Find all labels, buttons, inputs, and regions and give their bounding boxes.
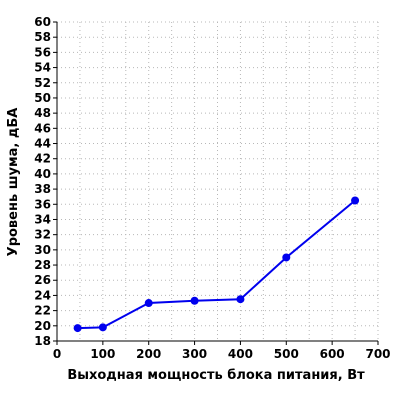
x-tick-label: 400: [228, 347, 253, 361]
y-tick-label: 18: [34, 334, 51, 348]
data-point: [282, 253, 291, 262]
x-tick-label: 200: [136, 347, 161, 361]
x-tick-labels: 0 100 200 300 400 500 600 700: [53, 341, 391, 361]
x-tick-label: 600: [320, 347, 345, 361]
y-tick-label: 40: [34, 167, 51, 181]
y-axis-title: Уровень шума, дБА: [6, 108, 21, 257]
y-tick-label: 44: [34, 137, 51, 151]
x-axis-title: Выходная мощность блока питания, Вт: [67, 368, 365, 383]
y-tick-label: 20: [34, 319, 51, 333]
data-point: [236, 295, 245, 304]
y-tick-label: 26: [34, 273, 51, 287]
y-tick-label: 54: [34, 61, 51, 75]
y-tick-label: 28: [34, 258, 51, 272]
y-tick-label: 56: [34, 45, 51, 59]
y-tick-label: 60: [34, 15, 51, 29]
grid-lines: [57, 21, 379, 341]
x-tick-label: 500: [274, 347, 299, 361]
x-tick-label: 700: [365, 347, 390, 361]
y-tick-label: 36: [34, 197, 51, 211]
y-tick-label: 46: [34, 121, 51, 135]
y-tick-label: 34: [34, 212, 51, 226]
data-point: [98, 323, 107, 332]
x-tick-label: 300: [182, 347, 207, 361]
y-tick-label: 22: [34, 304, 51, 318]
axes: [56, 22, 378, 342]
y-tick-label: 38: [34, 182, 51, 196]
data-point: [190, 296, 199, 305]
y-tick-label: 32: [34, 228, 51, 242]
data-point: [351, 196, 360, 205]
y-tick-label: 30: [34, 243, 51, 257]
y-tick-label: 48: [34, 106, 51, 120]
data-point: [144, 299, 153, 308]
y-tick-label: 58: [34, 30, 51, 44]
x-tick-label: 100: [90, 347, 115, 361]
y-tick-label: 50: [34, 91, 51, 105]
y-tick-label: 52: [34, 76, 51, 90]
y-tick-label: 24: [34, 288, 51, 302]
data-point: [73, 324, 82, 333]
y-tick-label: 42: [34, 152, 51, 166]
x-tick-label: 0: [53, 347, 61, 361]
series-group: [73, 196, 360, 333]
plot-area: [57, 22, 378, 341]
